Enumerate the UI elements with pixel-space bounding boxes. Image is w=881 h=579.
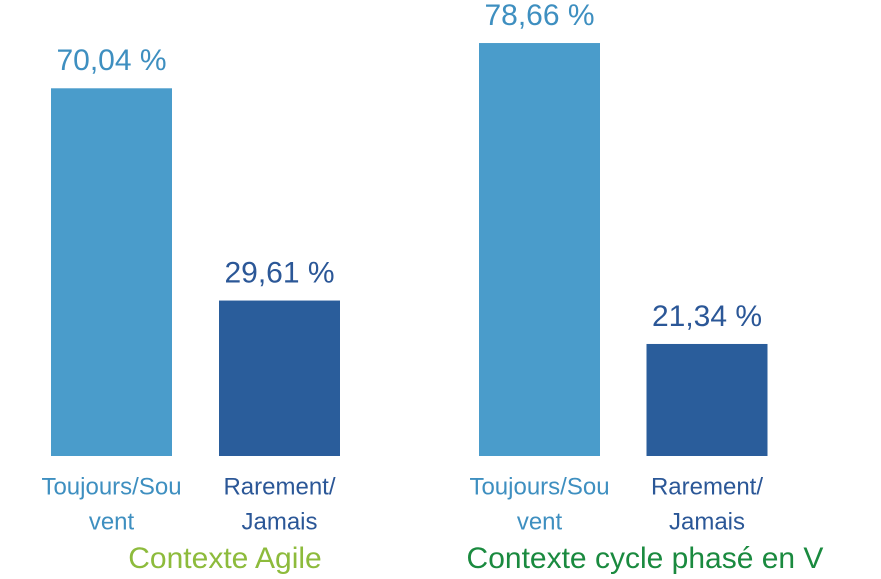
value-label: 29,61 % <box>224 256 334 289</box>
x-tick-label: Toujours/Sou <box>41 473 181 500</box>
bar <box>219 300 340 456</box>
x-axis-label: Contexte cycle phasé en V <box>467 542 824 575</box>
value-label: 70,04 % <box>56 44 166 77</box>
bar <box>646 343 768 456</box>
value-label: 78,66 % <box>484 0 594 32</box>
x-tick-label: vent <box>89 508 135 535</box>
x-tick-label: Jamais <box>669 508 745 535</box>
value-label: 21,34 % <box>652 300 762 333</box>
bar <box>479 43 600 456</box>
x-tick-label: Toujours/Sou <box>469 473 609 500</box>
x-axis-label: Contexte Agile <box>128 542 321 575</box>
x-tick-label: Rarement/ <box>651 473 763 500</box>
bar <box>51 88 172 456</box>
x-tick-label: Jamais <box>241 508 317 535</box>
x-tick-label: Rarement/ <box>223 473 335 500</box>
x-tick-label: vent <box>517 508 563 535</box>
